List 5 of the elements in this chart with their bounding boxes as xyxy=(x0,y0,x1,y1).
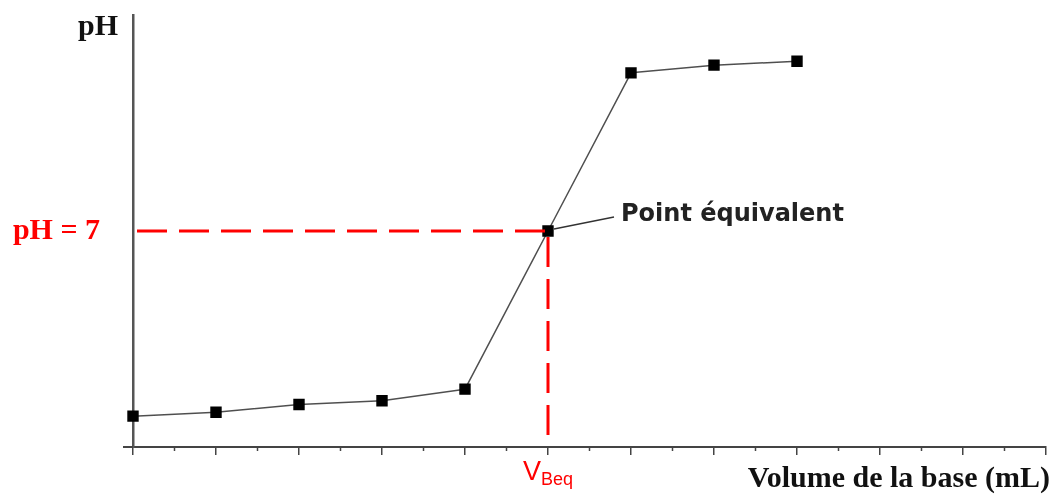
text: pH = 7 xyxy=(12,211,100,245)
y-axis-title: pH xyxy=(77,8,118,41)
annotation: Point équivalent xyxy=(621,199,844,228)
x-axis-title: Volume de la base (mL) xyxy=(747,460,1050,494)
text: V$_{Beq}$ xyxy=(522,456,574,490)
